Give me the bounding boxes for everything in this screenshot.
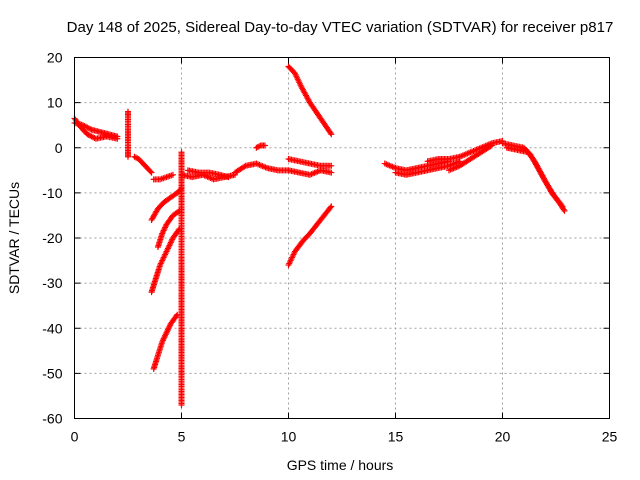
y-tick-label: -60 <box>42 411 62 427</box>
series-isolated-2.5h <box>125 108 131 160</box>
data-point <box>173 313 180 320</box>
axes: 0 5 10 15 20 25 -60 -50 -40 -30 -20 -10 0 10 20 <box>42 50 617 445</box>
x-tick-label: 15 <box>388 429 404 445</box>
data-point <box>487 143 494 150</box>
y-axis-label: SDTVAR / TECUs <box>6 182 22 294</box>
series-arc-8.5-9h <box>253 142 268 151</box>
data-point <box>175 208 182 215</box>
data-point <box>147 168 154 175</box>
y-tick-label: 20 <box>47 50 63 66</box>
x-tick-label: 25 <box>602 429 618 445</box>
series-arc-10-12h-bottom <box>285 203 335 269</box>
y-tick-label: -50 <box>42 365 62 381</box>
series-arc-16.5-20h <box>424 137 506 165</box>
data-point <box>261 142 268 149</box>
data-point <box>488 142 495 149</box>
series-arc-2.7-3.6h <box>131 153 155 176</box>
series-arc-7.5-10h <box>232 160 292 176</box>
data-point <box>178 401 185 408</box>
x-axis-label: GPS time / hours <box>287 457 394 473</box>
x-tick-label: 0 <box>71 429 79 445</box>
data-marks <box>71 63 568 408</box>
series-arc-early-upper <box>71 119 121 140</box>
y-tick-label: -10 <box>42 185 62 201</box>
data-point <box>327 204 334 211</box>
data-point <box>114 133 121 140</box>
data-point <box>560 206 567 213</box>
series-arc-10-12h-low <box>285 167 335 178</box>
data-point <box>328 203 335 210</box>
y-tick-label: 0 <box>55 140 63 156</box>
data-point <box>225 174 232 181</box>
data-point <box>148 169 155 176</box>
y-tick-label: -20 <box>42 230 62 246</box>
data-point <box>125 153 131 160</box>
series-arc-10-12h-top <box>285 63 335 138</box>
x-tick-label: 5 <box>178 429 186 445</box>
chart-title: Day 148 of 2025, Sidereal Day-to-day VTE… <box>67 19 614 36</box>
y-tick-label: -40 <box>42 320 62 336</box>
x-tick-label: 10 <box>281 429 297 445</box>
data-point <box>328 162 335 169</box>
series-arc-5.3-7.2h <box>184 167 232 181</box>
series-arc-3.7-4.7h <box>150 171 176 183</box>
series-arc-17.5-19.5h <box>446 142 495 174</box>
data-point <box>561 207 568 214</box>
series-isolated-5.0h <box>178 149 185 408</box>
series-arc-20.2-22.9h <box>503 144 568 214</box>
series-arc-steep-d <box>150 311 181 372</box>
series-arc-steep-c <box>148 225 183 296</box>
data-point <box>241 163 248 170</box>
y-tick-label: 10 <box>47 95 63 111</box>
data-point <box>327 129 334 136</box>
data-point <box>169 171 176 178</box>
data-point <box>328 131 335 138</box>
x-tick-label: 20 <box>495 429 511 445</box>
data-point <box>328 169 335 176</box>
series-arc-10-12h-mid <box>285 156 335 169</box>
y-tick-label: -30 <box>42 275 62 291</box>
